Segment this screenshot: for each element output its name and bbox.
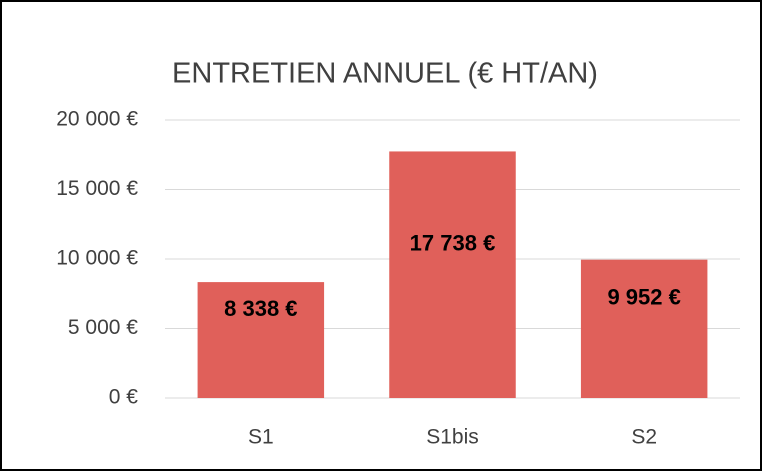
y-tick-label: 10 000 € [56,247,138,270]
y-tick-label: 15 000 € [56,177,138,200]
bar [389,151,516,398]
x-tick-label: S2 [631,426,657,449]
y-tick-label: 20 000 € [56,108,138,131]
value-label: 9 952 € [607,285,680,310]
chart-title: ENTRETIEN ANNUEL (€ HT/AN) [172,58,598,90]
bar [580,259,708,398]
bar [197,282,325,398]
value-label: 17 738 € [410,231,496,256]
y-tick-label: 5 000 € [68,316,138,339]
value-label: 8 338 € [224,296,297,321]
y-tick-label: 0 € [109,386,139,409]
x-tick-label: S1bis [426,426,479,449]
x-tick-label: S1 [248,426,274,449]
